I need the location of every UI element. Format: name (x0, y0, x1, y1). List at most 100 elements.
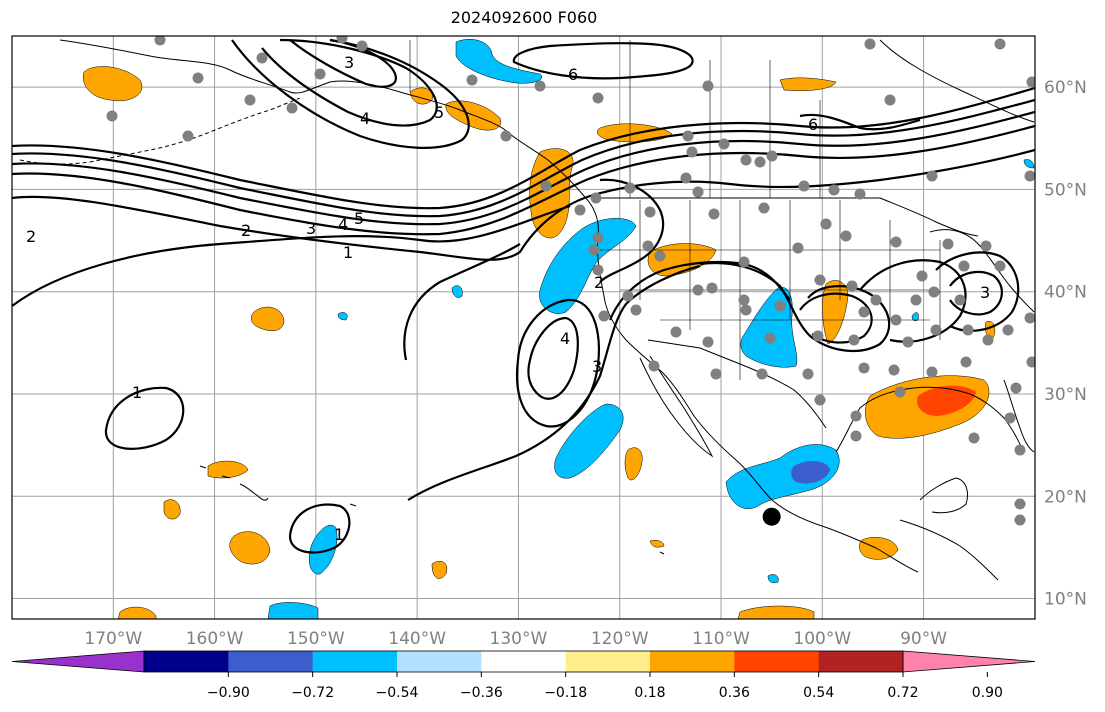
negative-anomaly-area (451, 285, 463, 298)
contour-line (515, 298, 600, 428)
station-dot (850, 410, 862, 422)
station-dot (1026, 76, 1035, 88)
station-dot (670, 326, 682, 338)
station-dot (764, 332, 776, 344)
station-dot (1014, 498, 1026, 510)
contour-line (104, 386, 185, 450)
station-dot (968, 432, 980, 444)
station-dot (802, 368, 814, 380)
contour-labels: 2 2 3 4 5 1 1 1 3 4 5 6 6 2 4 3 3 (26, 53, 990, 544)
station-dot (888, 364, 900, 376)
station-dot (336, 36, 348, 44)
station-dot (590, 192, 602, 204)
station-dot (1010, 382, 1022, 394)
aleutian-islands (19, 97, 301, 165)
station-dot (740, 154, 752, 166)
longitude-label: 120°W (591, 629, 649, 649)
longitude-label: 90°W (900, 629, 947, 649)
contour-label: 5 (434, 103, 444, 122)
station-dot (244, 94, 256, 106)
station-dot (1002, 324, 1014, 336)
colorbar-segment (144, 651, 229, 672)
station-dot (814, 274, 826, 286)
station-dot (758, 202, 770, 214)
station-dot (286, 102, 298, 114)
station-dot (858, 306, 870, 318)
contour-line (12, 98, 1035, 218)
florida-coastline (1003, 379, 1035, 453)
contour-line (407, 264, 701, 501)
station-dot (820, 218, 832, 230)
contour-line (289, 38, 397, 88)
latitude-label: 20°N (1044, 487, 1087, 507)
station-dot (756, 368, 768, 380)
station-dot (848, 334, 860, 346)
station-dot (534, 80, 546, 92)
positive-anomaly-area (82, 66, 143, 102)
contour-label: 5 (354, 209, 364, 228)
station-dot (1024, 312, 1035, 324)
station-dot (980, 240, 992, 252)
station-dot (356, 40, 368, 52)
positive-anomaly-area (859, 537, 899, 560)
colorbar-tick-label: −0.18 (544, 685, 587, 701)
contour-line (12, 110, 1035, 226)
negative-anomaly-area (725, 444, 840, 509)
contour-label: 2 (241, 221, 251, 240)
colorbar-tick-label: 0.90 (972, 685, 1003, 701)
station-dot (854, 188, 866, 200)
positive-anomaly-area (624, 447, 643, 481)
station-dot (644, 206, 656, 218)
positive-anomaly-area-strong (916, 385, 976, 416)
station-dot (154, 36, 166, 46)
station-dot (910, 294, 922, 306)
positive-anomaly-area (431, 561, 448, 579)
station-dot (592, 92, 604, 104)
latitude-label: 60°N (1044, 78, 1087, 98)
contour-line (527, 316, 579, 400)
colorbar-outline (143, 650, 904, 673)
station-dot (926, 170, 938, 182)
colorbar-extend-low (11, 650, 145, 673)
station-dot (708, 208, 720, 220)
colorbar-tick-label: 0.54 (803, 685, 834, 701)
station-dot (574, 204, 586, 216)
longitude-label: 170°W (84, 629, 142, 649)
contour-line (12, 86, 1035, 210)
station-dot (692, 284, 704, 296)
us-mexico-border (647, 339, 827, 429)
station-dot (588, 244, 600, 256)
station-dot (182, 130, 194, 142)
station-dot (828, 184, 840, 196)
contour-line (799, 113, 921, 131)
station-dot (710, 368, 722, 380)
contour-label: 4 (360, 109, 370, 128)
colorbar-tick-label: −0.90 (207, 685, 250, 701)
station-dot (738, 294, 750, 306)
station-dot (622, 290, 634, 302)
station-dot (592, 232, 604, 244)
station-dot (766, 150, 778, 162)
station-dot (954, 294, 966, 306)
station-dot (682, 130, 694, 142)
contour-label: 4 (338, 215, 348, 234)
positive-anomaly-area (822, 280, 849, 345)
negative-anomaly-area (554, 403, 624, 479)
observation-stations (106, 36, 1035, 526)
longitude-label: 140°W (388, 629, 446, 649)
station-dot (884, 94, 896, 106)
map-title: 2024092600 F060 (450, 8, 598, 27)
station-dot (926, 366, 938, 378)
contour-line (12, 148, 1035, 261)
longitude-label: 110°W (692, 629, 750, 649)
station-dot (982, 334, 994, 346)
colorbar-segment (818, 651, 904, 672)
colorbar-segment (734, 651, 820, 672)
positive-anomaly-area (251, 306, 285, 331)
colorbar-tick-label: 0.72 (887, 685, 918, 701)
small-islands (349, 503, 665, 555)
station-dot (106, 110, 118, 122)
colorbar-segment (650, 651, 735, 672)
contour-label: 2 (26, 227, 36, 246)
